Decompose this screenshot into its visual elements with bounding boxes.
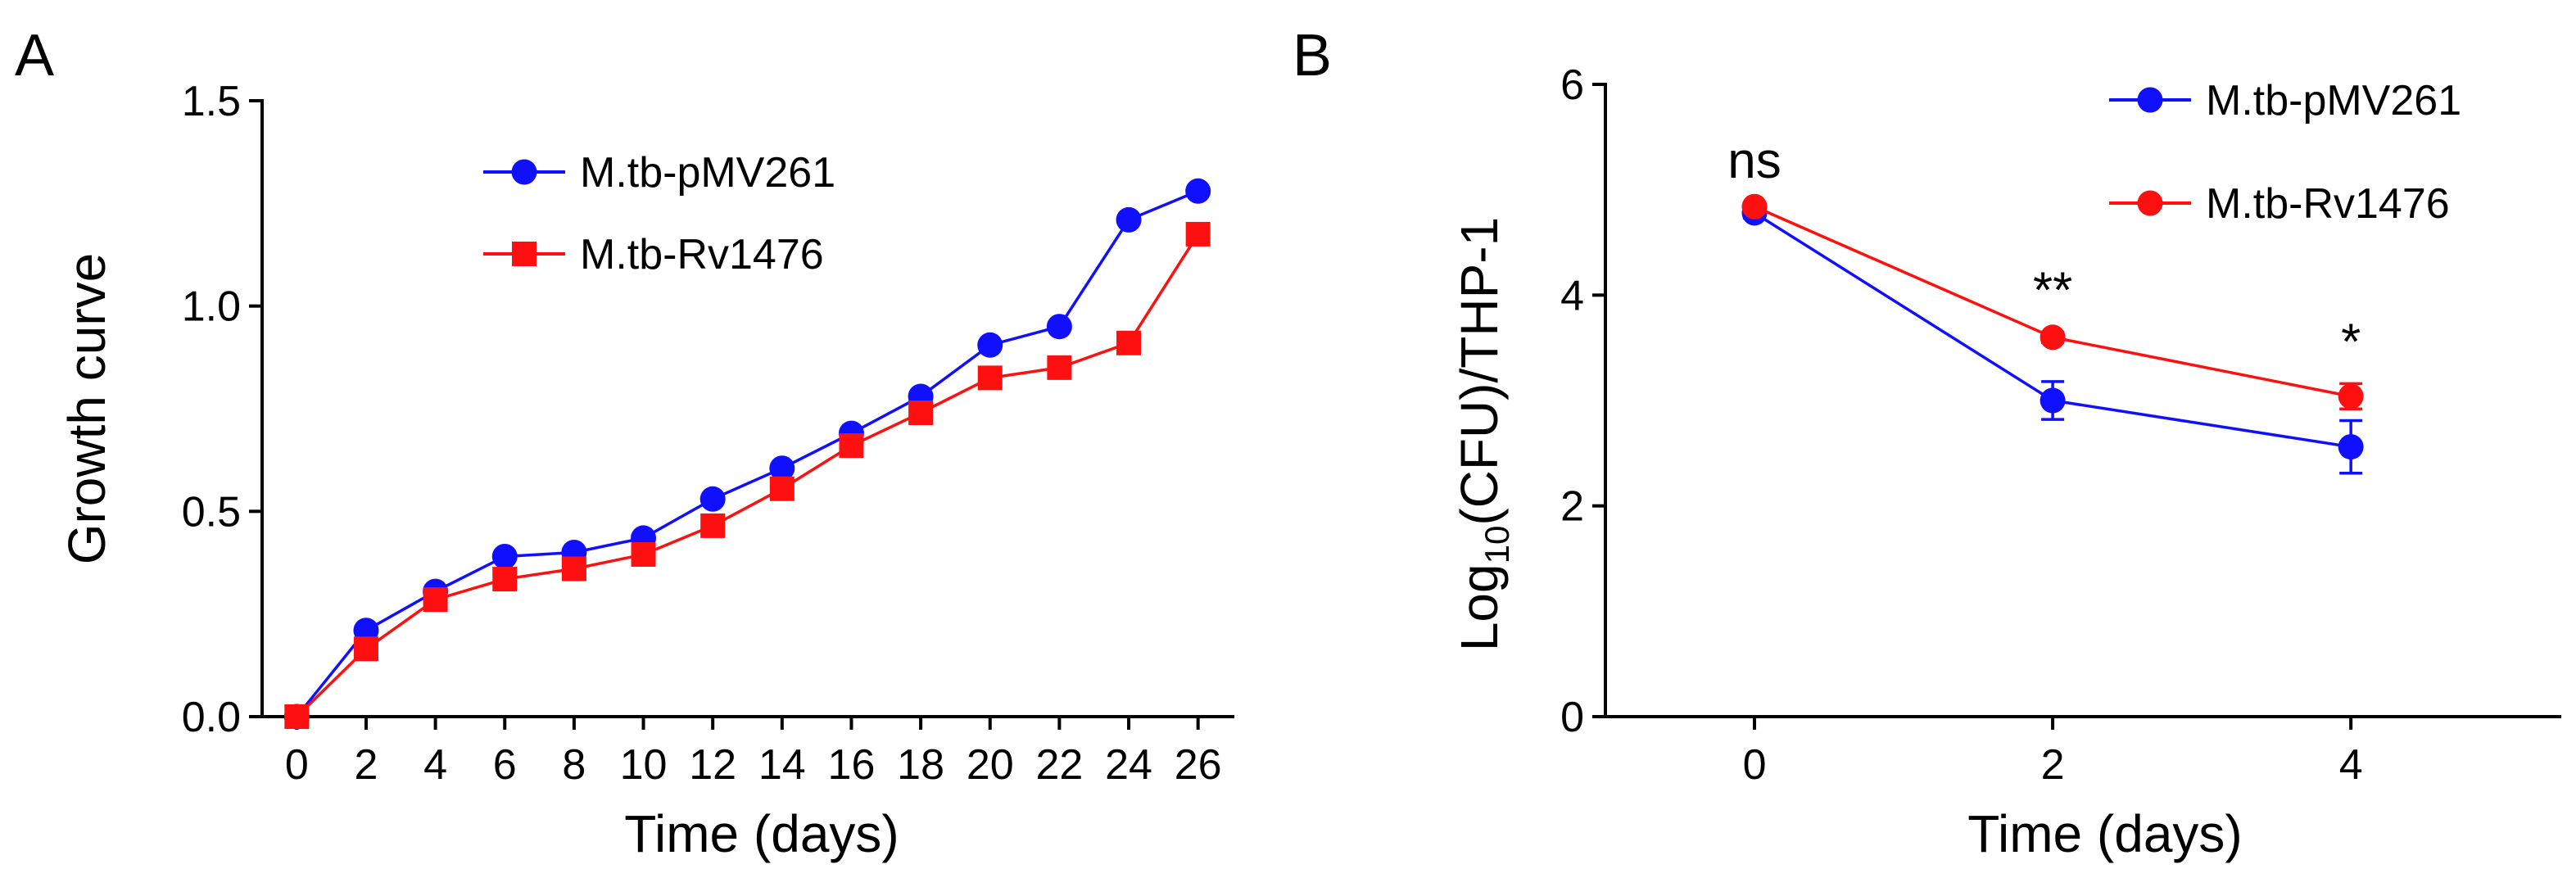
panel-b-significance-label: ** — [2033, 262, 2072, 319]
legend-label: M.tb-pMV261 — [580, 149, 835, 197]
panel-b-x-tick-label: 2 — [2041, 741, 2065, 789]
panel-a-data-point — [769, 476, 795, 501]
panel-a-y-axis-title: Growth curve — [57, 253, 116, 565]
panel-a-y-tick-label: 1.0 — [182, 283, 241, 331]
panel-a-x-tick-label: 20 — [967, 741, 1014, 789]
panel-a: A 0.00.51.01.5 0 2 4 6 8 10 12 14 16 18 20 22 24 26 G… — [15, 23, 1234, 863]
panel-b-label: B — [1293, 23, 1332, 88]
panel-a-legend-entry: M.tb-pMV261 — [483, 149, 835, 197]
panel-a-data-point — [1047, 355, 1072, 380]
panel-a-data-point — [1046, 314, 1072, 340]
panel-a-data-point — [700, 513, 726, 538]
panel-a-x-tick-label: 4 — [423, 741, 447, 789]
panel-a-data-point — [423, 587, 448, 613]
panel-a-x-tick-label: 6 — [493, 741, 517, 789]
panel-b-significance-label: * — [2341, 314, 2361, 370]
panel-b-x-tick-label: 0 — [1743, 741, 1767, 789]
panel-a-y-tick-label: 1.5 — [182, 78, 241, 125]
panel-a-x-ticks: 0 2 4 6 8 10 12 14 16 18 20 22 24 26 — [285, 717, 1222, 789]
panel-b-significance-label: ns — [1727, 133, 1781, 189]
panel-b-data-point — [1741, 193, 1768, 219]
panel-a-data-point — [977, 332, 1003, 358]
panel-a-data-point — [284, 704, 310, 729]
panel-b-data-point — [2040, 387, 2066, 414]
panel-b-x-axis-title: Time (days) — [1967, 804, 2242, 863]
legend-swatch-marker — [511, 159, 537, 185]
panel-a-legend: M.tb-pMV261 M.tb-Rv1476 — [483, 149, 835, 278]
panel-a-data-point — [353, 636, 378, 662]
panel-a-label: A — [15, 23, 54, 88]
panel-a-x-tick-label: 22 — [1035, 741, 1083, 789]
legend-swatch-marker — [2137, 190, 2163, 216]
legend-label: M.tb-Rv1476 — [2206, 180, 2450, 228]
panel-a-data-point — [1116, 330, 1142, 355]
panel-b-legend: M.tb-pMV261 M.tb-Rv1476 — [2109, 77, 2461, 228]
panel-b-y-title-rest: (CFU)/THP-1 — [1450, 217, 1509, 526]
panel-a-data-point — [699, 486, 726, 512]
panel-b-y-ticks: 0 2 4 6 — [1560, 61, 1605, 741]
panel-a-x-tick-label: 10 — [620, 741, 668, 789]
panel-a-series — [283, 178, 1211, 730]
panel-b-y-axis-title: Log10(CFU)/THP-1 — [1450, 217, 1516, 651]
panel-a-x-tick-label: 12 — [689, 741, 736, 789]
panel-b-series — [1741, 193, 2364, 475]
panel-a-data-point — [561, 556, 586, 582]
panel-b-y-tick-label: 0 — [1560, 694, 1584, 741]
legend-swatch-marker — [512, 242, 536, 266]
panel-a-x-tick-label: 18 — [897, 741, 944, 789]
panel-a-data-point — [769, 455, 795, 482]
panel-b-data-point — [2338, 383, 2364, 410]
panel-a-y-tick-label: 0.5 — [182, 488, 241, 536]
panel-a-x-tick-label: 14 — [758, 741, 806, 789]
panel-a-x-tick-label: 8 — [562, 741, 586, 789]
legend-label: M.tb-Rv1476 — [580, 231, 824, 278]
panel-b-significance: ns*** — [1727, 133, 2361, 370]
panel-a-y-ticks: 0.0 0.5 1.0 1.5 — [182, 78, 262, 741]
panel-b-data-point — [2338, 434, 2364, 460]
panel-a-data-point — [1116, 206, 1142, 233]
panel-b-y-title-subscript: 10 — [1478, 526, 1516, 564]
panel-b-y-title-log: Log — [1450, 563, 1509, 651]
panel-b-x-ticks: 0 2 4 — [1743, 717, 2363, 789]
panel-b-data-point — [2040, 324, 2066, 351]
panel-a-x-axis-title: Time (days) — [624, 804, 899, 863]
panel-a-data-point — [839, 433, 864, 459]
legend-label: M.tb-pMV261 — [2206, 77, 2461, 124]
panel-a-data-point — [908, 401, 934, 426]
panel-a-x-tick-label: 0 — [285, 741, 309, 789]
legend-swatch-marker — [2137, 87, 2163, 113]
panel-b-legend-entry: M.tb-Rv1476 — [2109, 180, 2450, 228]
panel-b-y-tick-label: 4 — [1560, 272, 1584, 319]
panel-a-y-tick-label: 0.0 — [182, 694, 241, 741]
panel-a-data-point — [491, 543, 518, 569]
panel-a-data-point — [977, 365, 1003, 391]
panel-a-data-point — [1185, 178, 1211, 204]
panel-a-x-tick-label: 24 — [1105, 741, 1152, 789]
panel-b-y-tick-label: 2 — [1560, 483, 1584, 531]
panel-a-x-tick-label: 2 — [355, 741, 378, 789]
panel-a-legend-entry: M.tb-Rv1476 — [483, 231, 824, 278]
panel-a-data-point — [492, 567, 518, 592]
panel-b-legend-entry: M.tb-pMV261 — [2109, 77, 2461, 124]
panel-a-x-tick-label: 16 — [828, 741, 876, 789]
panel-a-data-point — [1185, 221, 1211, 247]
panel-a-x-tick-label: 26 — [1175, 741, 1222, 789]
panel-a-series-line-2 — [296, 233, 1200, 718]
panel-a-data-point — [631, 541, 656, 567]
panel-b-y-tick-label: 6 — [1560, 61, 1584, 109]
panel-b-x-tick-label: 4 — [2339, 741, 2363, 789]
